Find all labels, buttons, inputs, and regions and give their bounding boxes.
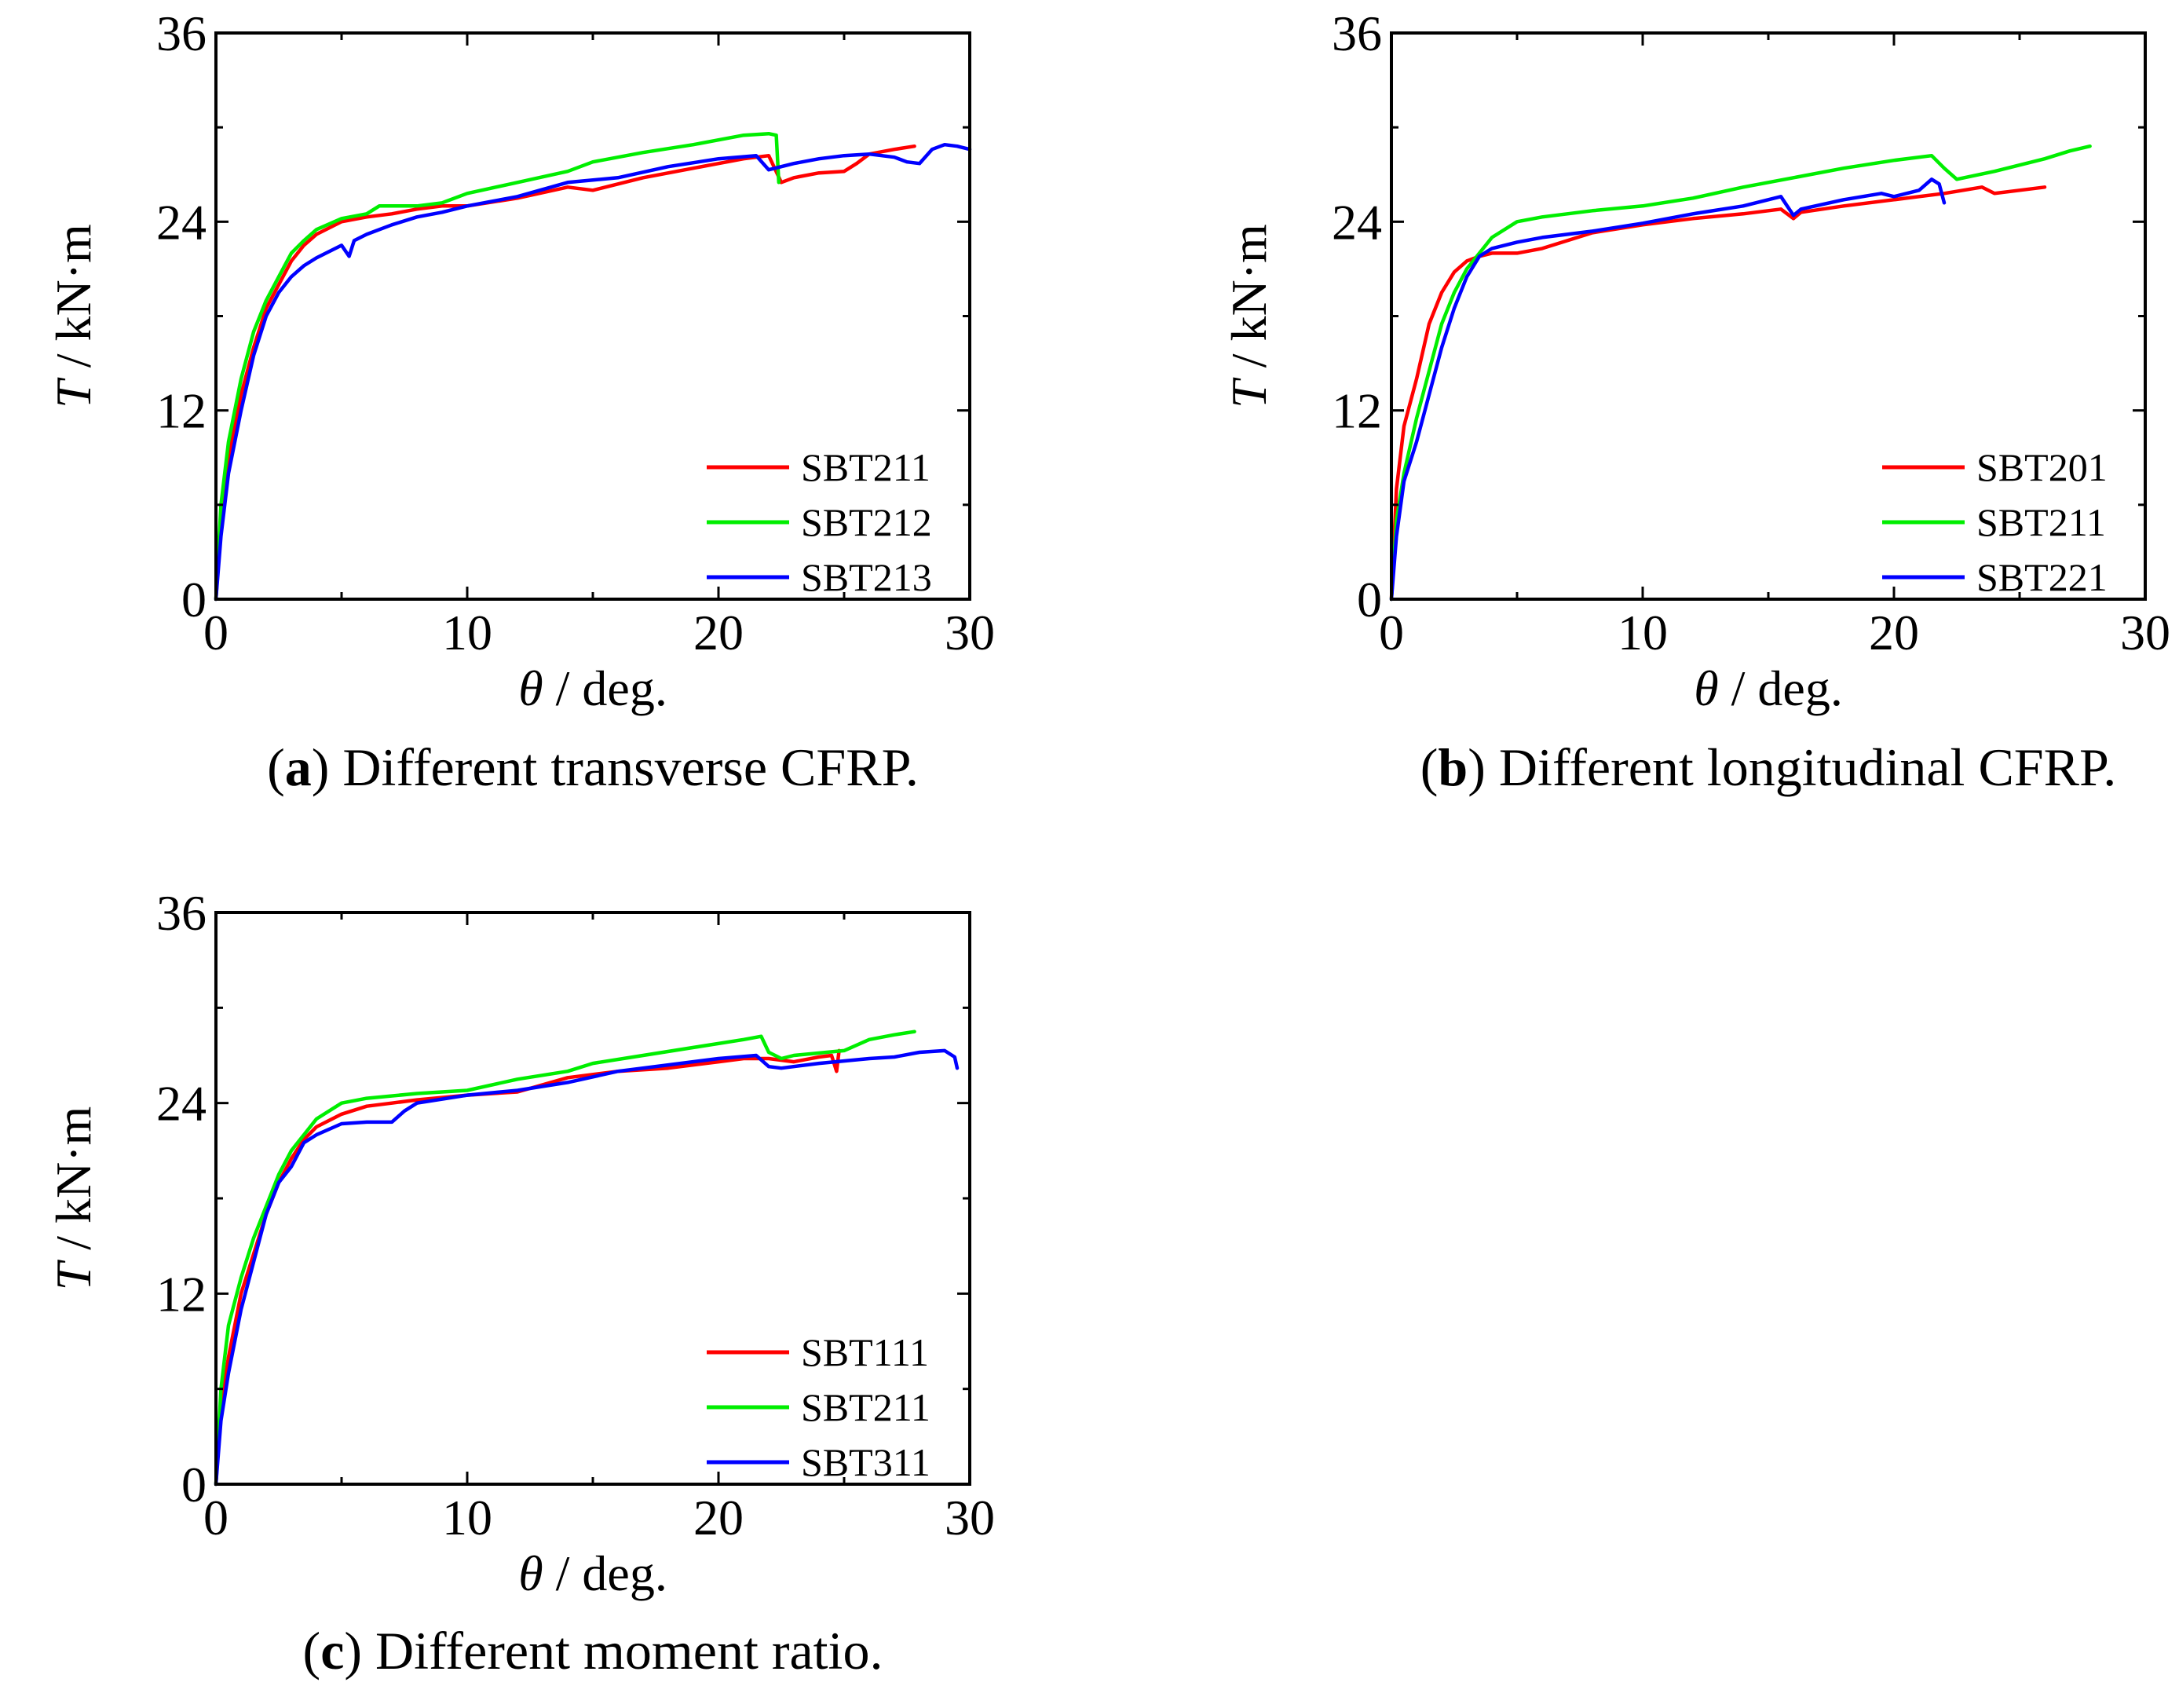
x-tick-label: 10 — [1618, 605, 1668, 660]
x-tick-label: 0 — [1379, 605, 1404, 660]
y-axis-title: T / kN·m — [1221, 224, 1277, 408]
series-line-sbt211 — [1389, 144, 2092, 602]
panel-caption: (c) Different moment ratio. — [303, 1621, 883, 1681]
y-tick-label: 24 — [156, 194, 207, 250]
x-axis-title: θ / deg. — [518, 1545, 667, 1601]
y-tick-label: 0 — [1357, 572, 1382, 627]
y-axis-title: T / kN·m — [46, 224, 101, 408]
y-tick-label: 0 — [181, 572, 207, 627]
series-line-sbt311 — [214, 1048, 960, 1487]
x-tick-label: 30 — [2120, 605, 2170, 660]
x-axis-title: θ / deg. — [1694, 660, 1843, 716]
legend-label-sbt221: SBT221 — [1976, 555, 2108, 599]
x-tick-label: 20 — [1869, 605, 1919, 660]
legend-label-sbt201: SBT201 — [1976, 445, 2108, 489]
legend-label-sbt211: SBT211 — [801, 1385, 930, 1429]
chart-panel-c: 0 10 20 30 0 12 24 36 θ / deg. T / kN·m SBT111 SBT2… — [46, 885, 995, 1681]
x-tick-label: 20 — [693, 605, 744, 660]
series-line-sbt221 — [1389, 177, 1947, 602]
y-tick-label: 36 — [156, 5, 207, 61]
x-tick-label: 0 — [203, 605, 229, 660]
x-tick-label: 30 — [945, 605, 995, 660]
y-tick-label: 12 — [1332, 383, 1382, 439]
legend: SBT201 SBT211 SBT221 — [1882, 445, 2108, 599]
legend-label-sbt213: SBT213 — [801, 555, 932, 599]
x-tick-label: 30 — [945, 1490, 995, 1545]
y-tick-label: 12 — [156, 383, 207, 439]
y-tick-label: 24 — [1332, 194, 1382, 250]
x-tick-label: 0 — [203, 1490, 229, 1545]
legend: SBT111 SBT211 SBT311 — [707, 1330, 930, 1484]
y-tick-label: 36 — [156, 885, 207, 941]
panel-caption: (b) Different longitudinal CFRP. — [1420, 737, 2117, 797]
y-tick-label: 0 — [181, 1457, 207, 1512]
y-tick-label: 36 — [1332, 5, 1382, 61]
legend-label-sbt212: SBT212 — [801, 500, 932, 544]
y-tick-label: 12 — [156, 1266, 207, 1322]
legend-label-sbt311: SBT311 — [801, 1440, 930, 1484]
series-line-sbt211 — [214, 1030, 916, 1487]
legend-label-sbt111: SBT111 — [801, 1330, 929, 1374]
legend-label-sbt211: SBT211 — [801, 445, 930, 489]
legend: SBT211 SBT212 SBT213 — [707, 445, 932, 599]
x-tick-label: 10 — [442, 1490, 492, 1545]
series-line-sbt212 — [214, 131, 781, 602]
x-tick-label: 20 — [693, 1490, 744, 1545]
series-line-sbt111 — [214, 1048, 841, 1487]
y-tick-label: 24 — [156, 1076, 207, 1132]
y-axis-title: T / kN·m — [46, 1106, 101, 1291]
x-tick-label: 10 — [442, 605, 492, 660]
panel-caption: (a) Different transverse CFRP. — [267, 737, 919, 797]
x-axis-title: θ / deg. — [518, 660, 667, 716]
legend-label-sbt211: SBT211 — [1976, 500, 2106, 544]
series-line-sbt213 — [214, 142, 972, 602]
